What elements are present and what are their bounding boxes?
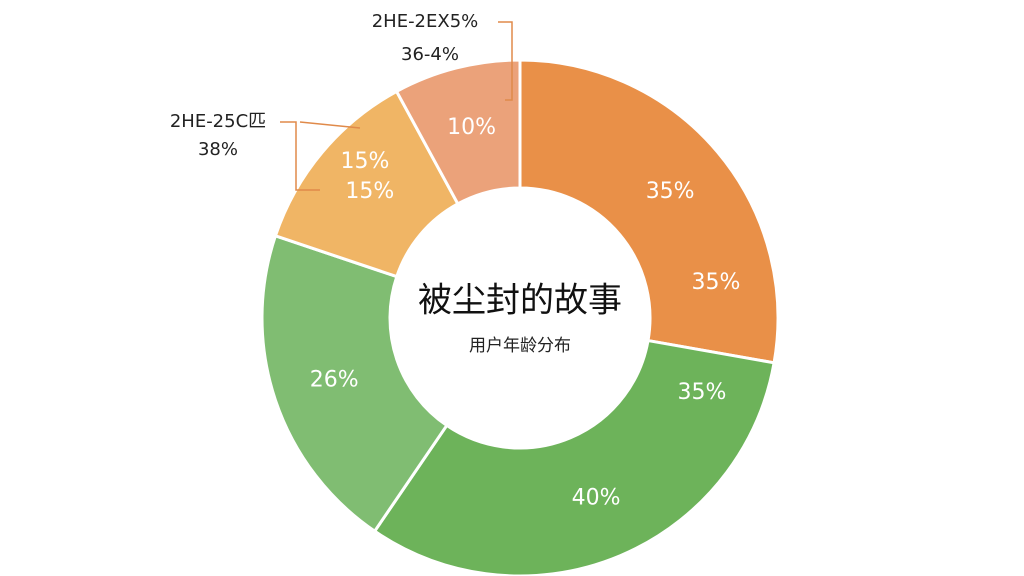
value-label: 15% [345,179,394,204]
value-label: 35% [646,179,695,204]
slice [260,233,449,534]
callout-lines [280,21,513,191]
slice [394,58,522,206]
annotation: 35% [692,270,741,295]
value-label: 26% [310,367,359,392]
value-label: 10% [447,115,496,140]
annotation: 38% [198,139,238,160]
chart-title: 被尘封的故事 [418,281,622,321]
annotation: 36-4% [401,44,459,65]
value-label: 40% [572,486,621,511]
slice [372,338,776,576]
slices [260,58,780,576]
annotation: 2HE-2EX5% [372,11,479,32]
chart-subtitle: 用户年龄分布 [469,336,571,356]
slice [518,58,780,365]
annotation: 35% [678,380,727,405]
annotation: 15% [341,149,390,174]
annotation: 2HE-25C匹 [170,111,266,132]
